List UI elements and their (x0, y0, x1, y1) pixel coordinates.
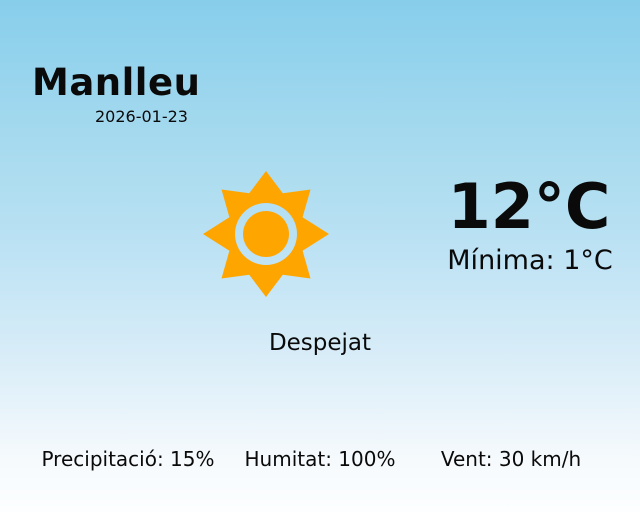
humidity-stat: Humitat: 100% (244, 447, 396, 471)
sun-icon (196, 164, 336, 304)
location-name: Manlleu (32, 61, 201, 104)
min-temperature: Mínima: 1°C (447, 245, 613, 276)
current-temperature: 12°C (447, 170, 611, 243)
precipitation-stat: Precipitació: 15% (41, 447, 215, 471)
wind-stat: Vent: 30 km/h (440, 447, 582, 471)
weather-condition: Despejat (268, 330, 372, 356)
sun-icon-svg (203, 171, 329, 297)
sun-core (243, 211, 289, 257)
date-label: 2026-01-23 (95, 107, 188, 126)
sun-rays (203, 171, 329, 297)
